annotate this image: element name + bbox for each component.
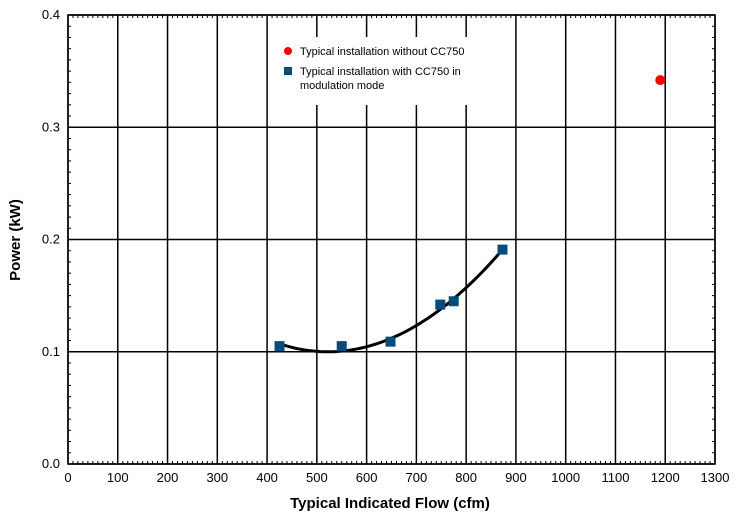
x-axis-title: Typical Indicated Flow (cfm) — [290, 495, 490, 512]
y-tick-label-0: 0.0 — [42, 456, 60, 471]
point-series0-0 — [655, 75, 666, 86]
x-tick-labels: 0 100 200 300 400 500 600 700 800 900 1000 1100 1200… — [64, 470, 729, 485]
legend-box — [276, 37, 494, 105]
x-tick-label-700: 700 — [406, 470, 428, 485]
y-tick-label-4: 0.4 — [42, 7, 60, 22]
y-tick-labels: 0.0 0.1 0.2 0.3 0.4 — [42, 7, 60, 471]
x-tick-label-100: 100 — [107, 470, 129, 485]
legend-label-with-cc750-line1: Typical installation with CC750 in — [300, 66, 461, 78]
legend-marker-with-cc750 — [284, 67, 292, 75]
x-tick-label-600: 600 — [356, 470, 378, 485]
point-series1-0 — [274, 341, 285, 352]
x-tick-label-400: 400 — [256, 470, 278, 485]
y-axis-title: Power (kW) — [7, 199, 24, 281]
point-series1-2 — [385, 336, 396, 347]
legend-label-without-cc750: Typical installation without CC750 — [300, 46, 464, 58]
point-series1-3 — [435, 299, 446, 310]
plot-area-frame — [67, 14, 716, 465]
y-tick-label-3: 0.3 — [42, 119, 60, 134]
point-series1-1 — [336, 341, 347, 352]
x-tick-label-1000: 1000 — [551, 470, 580, 485]
x-tick-label-0: 0 — [64, 470, 71, 485]
x-tick-label-500: 500 — [306, 470, 328, 485]
point-series1-5 — [497, 244, 508, 255]
x-tick-label-900: 900 — [505, 470, 527, 485]
x-tick-label-200: 200 — [157, 470, 179, 485]
x-tick-label-1200: 1200 — [651, 470, 680, 485]
point-series1-4 — [448, 296, 459, 307]
legend: Typical installation without CC750 Typic… — [276, 37, 494, 105]
x-tick-label-300: 300 — [206, 470, 228, 485]
y-tick-label-1: 0.1 — [42, 344, 60, 359]
legend-label-with-cc750-line2: modulation mode — [300, 80, 384, 92]
data-points — [274, 75, 666, 352]
x-tick-label-1300: 1300 — [701, 470, 730, 485]
y-tick-label-2: 0.2 — [42, 232, 60, 247]
legend-marker-without-cc750 — [284, 47, 292, 55]
x-tick-label-1100: 1100 — [601, 470, 629, 485]
x-tick-label-800: 800 — [455, 470, 477, 485]
